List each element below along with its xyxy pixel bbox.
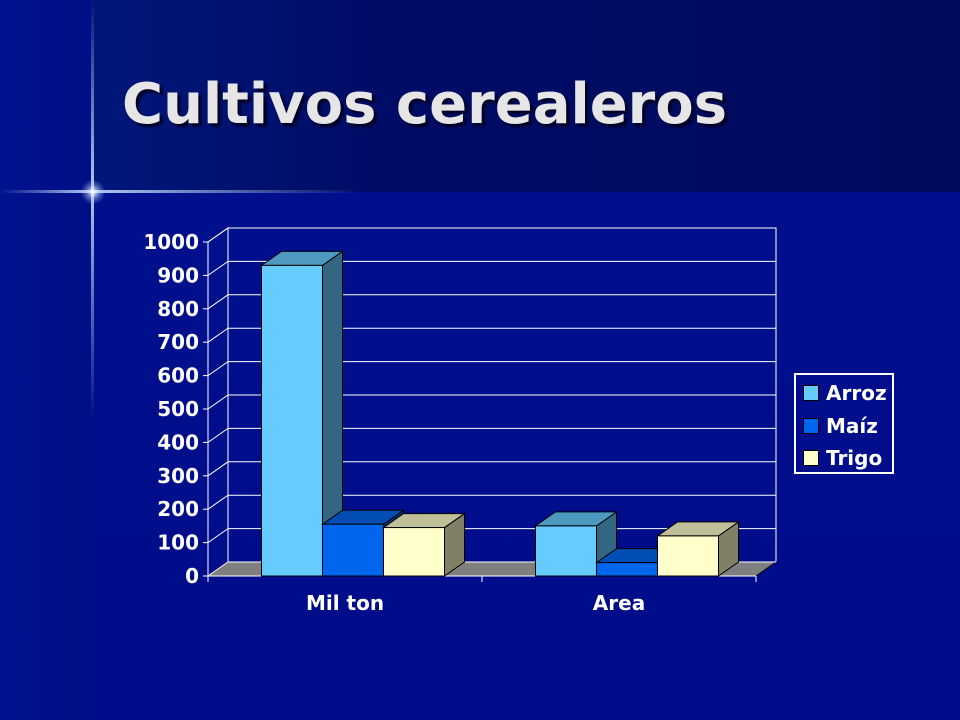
gridline-300	[207, 461, 776, 477]
y-tick-label: 800	[157, 297, 199, 321]
bar-trigo-mil-ton	[381, 512, 467, 577]
gridline-800	[207, 294, 776, 310]
gridline-500	[207, 394, 776, 410]
y-tick-label: 300	[157, 464, 199, 488]
title-band	[0, 0, 960, 192]
y-tick-label: 700	[157, 330, 199, 354]
legend-swatch-maiz	[803, 418, 819, 434]
bar-front	[657, 535, 719, 577]
bar-front	[596, 562, 658, 577]
chart-legend: Arroz Maíz Trigo	[794, 373, 894, 474]
y-tick-label: 500	[157, 397, 199, 421]
gridline-700	[207, 327, 776, 343]
legend-swatch-trigo	[803, 450, 819, 466]
left-band	[0, 0, 92, 720]
y-tick-label: 100	[157, 531, 199, 555]
y-tick-label: 400	[157, 430, 199, 454]
bar-front	[322, 523, 384, 577]
legend-item-arroz: Arroz	[803, 381, 887, 405]
bar-front	[261, 264, 323, 577]
bar-trigo-area	[655, 520, 741, 577]
y-tick-label: 900	[157, 263, 199, 287]
slide-title: Cultivos cerealeros	[122, 72, 728, 137]
light-flare-vertical	[91, 0, 94, 420]
legend-item-trigo: Trigo	[803, 446, 882, 470]
light-flare-core	[80, 180, 106, 204]
legend-label-maiz: Maíz	[826, 414, 878, 438]
legend-item-maiz: Maíz	[803, 414, 878, 438]
gridline-200	[207, 494, 776, 510]
gridline-600	[207, 361, 776, 377]
y-tick-label: 600	[157, 364, 199, 388]
legend-label-trigo: Trigo	[826, 446, 883, 470]
bar-arroz-mil-ton	[259, 250, 345, 577]
legend-label-arroz: Arroz	[826, 381, 887, 405]
x-category-label: Mil ton	[306, 591, 384, 615]
bar-front	[535, 525, 597, 577]
legend-swatch-arroz	[803, 385, 819, 401]
light-flare-horizontal	[0, 190, 360, 193]
gridline-400	[207, 427, 776, 443]
y-tick-label: 200	[157, 497, 199, 521]
gridline-900	[207, 260, 776, 276]
y-tick-label: 1000	[143, 230, 199, 254]
x-category-label: Area	[593, 591, 645, 615]
y-tick-label: 0	[185, 564, 199, 588]
bar-front	[383, 527, 445, 577]
gridline-1000	[207, 227, 776, 243]
